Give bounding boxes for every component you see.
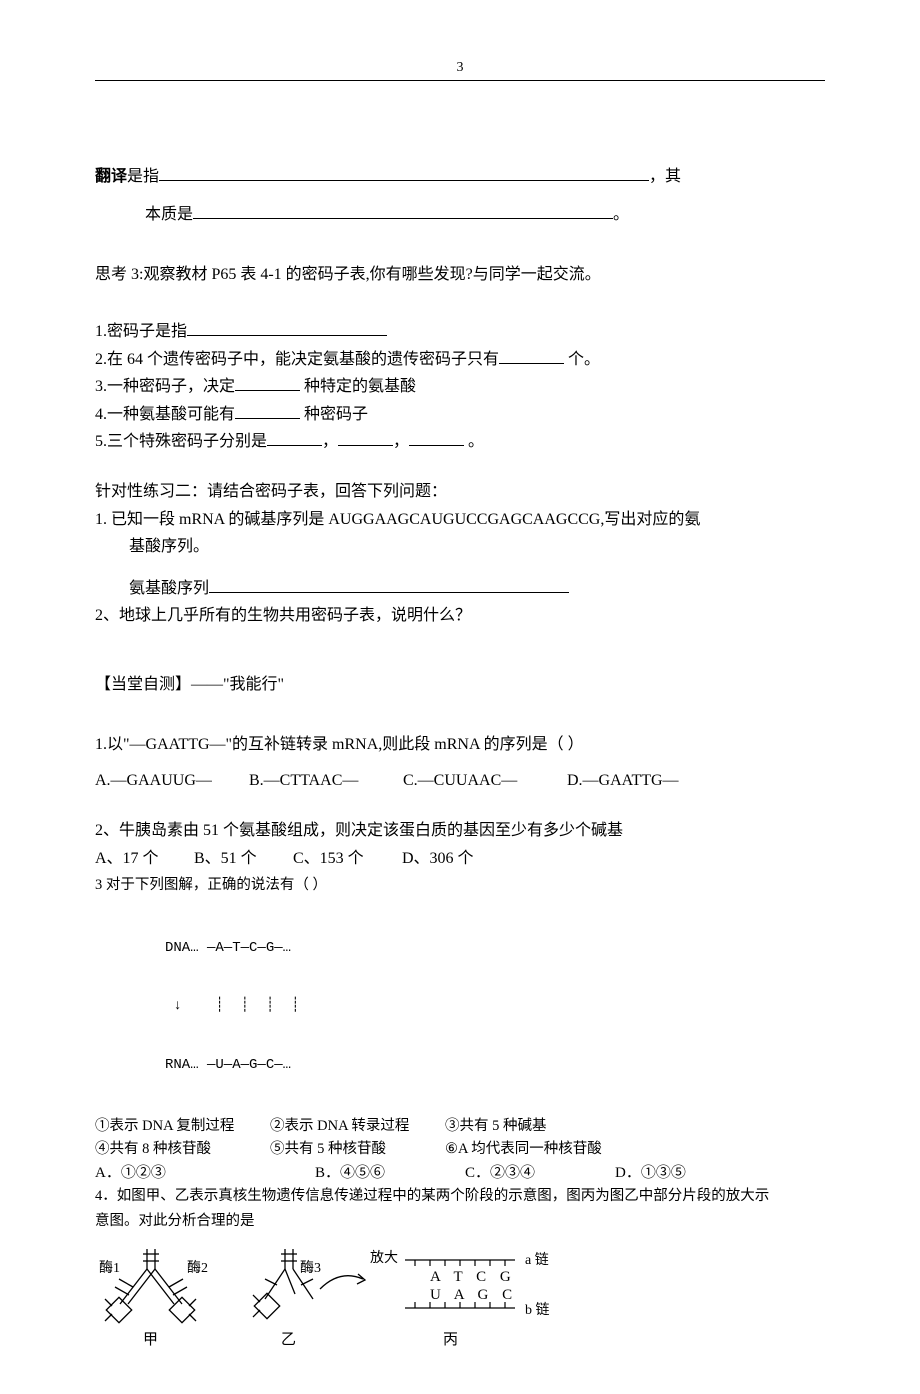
exercise2-q1a: 1. 已知一段 mRNA 的碱基序列是 AUGGAAGCAUGUCCGAGCAA… xyxy=(95,507,825,533)
codon-1-text: 1.密码子是指 xyxy=(95,323,187,340)
codon-5: 5.三个特殊密码子分别是 ， ， 。 xyxy=(95,429,825,455)
q1-stem: 1.以"—GAATTG—"的互补链转录 mRNA,则此段 mRNA 的序列是（ … xyxy=(95,729,825,761)
q3-opt-d: D．①③⑤ xyxy=(615,1161,686,1185)
label-enzyme3: 酶3 xyxy=(300,1260,321,1276)
header-rule xyxy=(95,80,825,81)
label-zoom: 放大 xyxy=(370,1250,398,1266)
seq2: U A G C xyxy=(430,1287,517,1303)
codon-2: 2.在 64 个遗传密码子中，能决定氨基酸的遗传密码子只有 个。 xyxy=(95,347,825,373)
q2-stem: 2、牛胰岛素由 51 个氨基酸组成，则决定该蛋白质的基因至少有多少个碱基 xyxy=(95,818,825,844)
q3-c1: ①表示 DNA 复制过程 xyxy=(95,1115,270,1138)
q3-circled-row1: ①表示 DNA 复制过程 ②表示 DNA 转录过程 ③共有 5 种碱基 xyxy=(95,1115,825,1138)
label-yi: 乙 xyxy=(281,1332,296,1348)
codon-5-text-c: ， xyxy=(393,433,409,450)
q1-opt-d: D.—GAATTG— xyxy=(567,767,679,796)
page-number: 3 xyxy=(95,60,825,76)
codon-2-text-b: 个。 xyxy=(564,351,600,368)
codon-5-text-b: ， xyxy=(322,433,338,450)
codon-2-text-a: 2.在 64 个遗传密码子中，能决定氨基酸的遗传密码子只有 xyxy=(95,351,499,368)
q3-stem: 3 对于下列图解，正确的说法有（ ） xyxy=(95,874,825,897)
q3-diagram-l1: DNA… —A—T—C—G—… xyxy=(165,939,825,959)
translation-line1: 翻译是指 ，其 xyxy=(95,161,825,193)
codon-3-text-a: 3.一种密码子，决定 xyxy=(95,378,235,395)
page-root: 3 翻译是指，其 本质是。 思考 3:观察教材 P65 表 4-1 的密码子表,… xyxy=(0,0,920,1394)
blank-codon-2 xyxy=(499,347,564,364)
q4-figure: 酶1 酶2 甲 酶3 乙 xyxy=(95,1244,825,1354)
q3-options: A．①②③ B．④⑤⑥ C．②③④ D．①③⑤ xyxy=(95,1161,825,1185)
q3-c4: ④共有 8 种核苷酸 xyxy=(95,1138,270,1161)
blank-codon-5b xyxy=(338,430,393,447)
translation-line2: 本质是 。 xyxy=(95,199,825,231)
blank-codon-5a xyxy=(267,430,322,447)
q4-stem1: 4．如图甲、乙表示真核生物遗传信息传递过程中的某两个阶段的示意图，图丙为图乙中部… xyxy=(95,1185,825,1208)
codon-3-text-b: 种特定的氨基酸 xyxy=(300,378,416,395)
exercise2-q1b: 基酸序列。 xyxy=(95,534,825,560)
q1-opt-b: B.—CTTAAC— xyxy=(249,767,399,796)
q4-svg: 酶1 酶2 甲 酶3 乙 xyxy=(95,1244,565,1354)
q1-options: A.—GAAUUG— B.—CTTAAC— C.—CUUAAC— D.—GAAT… xyxy=(95,767,825,796)
q3-circled-row2: ④共有 8 种核苷酸 ⑤共有 5 种核苷酸 ⑥A 均代表同一种核苷酸 xyxy=(95,1138,825,1161)
thinking-3: 思考 3:观察教材 P65 表 4-1 的密码子表,你有哪些发现?与同学一起交流… xyxy=(95,259,825,291)
q3-c6: ⑥A 均代表同一种核苷酸 xyxy=(445,1138,602,1161)
codon-4-text-b: 种密码子 xyxy=(300,406,368,423)
q2-opt-c: C、153 个 xyxy=(293,845,398,874)
translation-trail: ，其 xyxy=(649,168,681,185)
q3-c3: ③共有 5 种碱基 xyxy=(445,1115,547,1138)
codon-5-text-d: 。 xyxy=(464,433,484,450)
translation-essence-lead: 本质是 xyxy=(145,206,193,223)
codon-4-text-a: 4.一种氨基酸可能有 xyxy=(95,406,235,423)
q1-opt-c: C.—CUUAAC— xyxy=(403,767,563,796)
blank-translation-1 xyxy=(159,164,649,181)
label-b-chain: b 链 xyxy=(525,1302,550,1318)
translation-essence-trail: 。 xyxy=(613,206,629,223)
label-jia: 甲 xyxy=(143,1332,158,1348)
label-enzyme1: 酶1 xyxy=(99,1260,120,1276)
label-bing: 丙 xyxy=(443,1332,458,1348)
codon-1: 1.密码子是指 xyxy=(95,319,825,345)
q4-stem2: 意图。对此分析合理的是 xyxy=(95,1210,825,1233)
q2-options: A、17 个 B、51 个 C、153 个 D、306 个 xyxy=(95,845,825,874)
label-a-chain: a 链 xyxy=(525,1252,549,1268)
q3-c2: ②表示 DNA 转录过程 xyxy=(270,1115,445,1138)
blank-codon-3 xyxy=(235,374,300,391)
q2-opt-a: A、17 个 xyxy=(95,845,190,874)
blank-codon-5c xyxy=(409,430,464,447)
codon-3: 3.一种密码子，决定 种特定的氨基酸 xyxy=(95,374,825,400)
exercise2-answer: 氨基酸序列 xyxy=(95,576,825,602)
blank-codon-1 xyxy=(187,319,387,336)
q3-diagram: DNA… —A—T—C—G—… ↓ ┊ ┊ ┊ ┊ RNA… —U—A—G—C—… xyxy=(95,899,825,1115)
q3-opt-b: B．④⑤⑥ xyxy=(315,1161,465,1185)
label-enzyme2: 酶2 xyxy=(187,1260,208,1276)
codon-5-text-a: 5.三个特殊密码子分别是 xyxy=(95,433,267,450)
q3-diagram-l3: RNA… —U—A—G—C—… xyxy=(165,1056,825,1076)
seq1: A T C G xyxy=(430,1269,516,1285)
exercise2-title: 针对性练习二：请结合密码子表，回答下列问题： xyxy=(95,479,825,505)
codon-4: 4.一种氨基酸可能有 种密码子 xyxy=(95,402,825,428)
q3-c5: ⑤共有 5 种核苷酸 xyxy=(270,1138,445,1161)
blank-codon-4 xyxy=(235,402,300,419)
blank-aminoacid xyxy=(209,576,569,593)
q2-opt-d: D、306 个 xyxy=(402,845,474,874)
exercise2-q2: 2、地球上几乎所有的生物共用密码子表，说明什么？ xyxy=(95,603,825,629)
translation-lead-tail: 是指 xyxy=(127,168,159,185)
q3-diagram-l2: ↓ ┊ ┊ ┊ ┊ xyxy=(165,997,825,1017)
blank-translation-2 xyxy=(193,202,613,219)
q2-opt-b: B、51 个 xyxy=(194,845,289,874)
exercise2-ans-label: 氨基酸序列 xyxy=(129,580,209,597)
q3-opt-c: C．②③④ xyxy=(465,1161,615,1185)
translation-bold: 翻译 xyxy=(95,168,127,185)
q3-opt-a: A．①②③ xyxy=(95,1161,315,1185)
self-test-title: 【当堂自测】——"我能行" xyxy=(95,669,825,701)
q1-opt-a: A.—GAAUUG— xyxy=(95,767,245,796)
